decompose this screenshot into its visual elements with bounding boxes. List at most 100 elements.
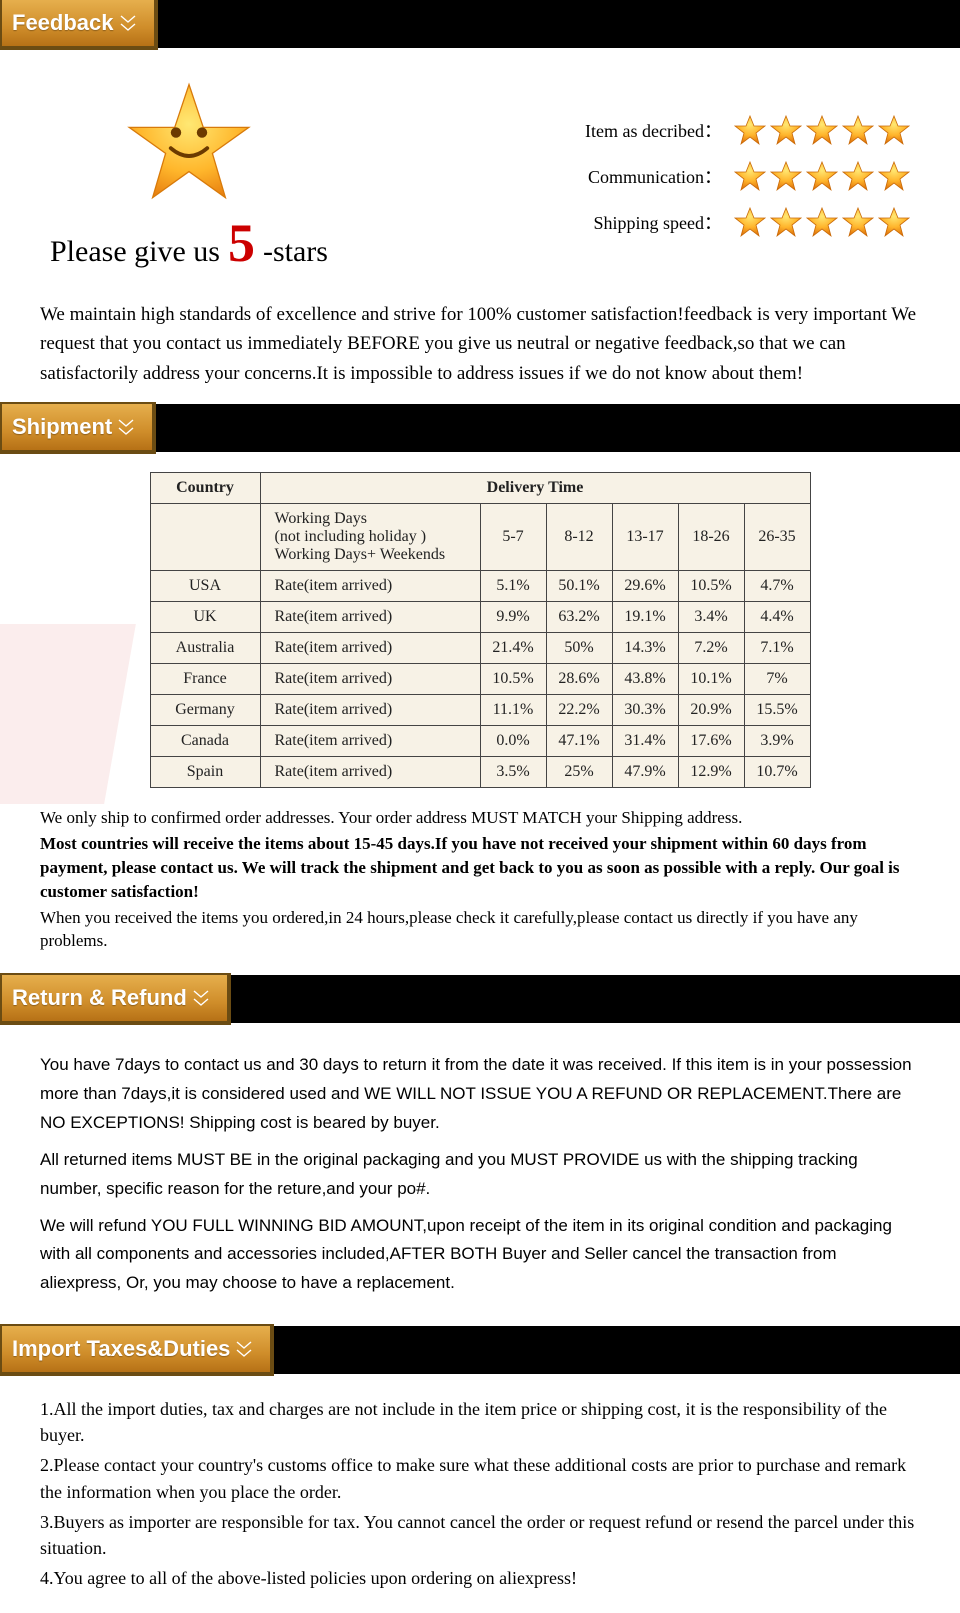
please-number: 5 <box>228 212 255 274</box>
please-give-5-stars: Please give us 5 -stars <box>50 212 328 274</box>
cell-rate: 47.9% <box>612 757 678 788</box>
chevron-down-icon <box>193 990 209 1006</box>
rating-row: Shipping speed： <box>552 206 910 238</box>
shipment-banner: Shipment <box>0 404 960 452</box>
cell-rate: 21.4% <box>480 633 546 664</box>
cell-rate: 15.5% <box>744 695 810 726</box>
please-suffix: -stars <box>263 235 328 269</box>
cell-subheader: Working Days (not including holiday ) Wo… <box>260 504 480 571</box>
cell-ratelabel: Rate(item arrived) <box>260 695 480 726</box>
cell-rate: 19.1% <box>612 602 678 633</box>
rating-star-icon <box>734 206 766 238</box>
rating-star-icon <box>842 206 874 238</box>
return-paragraph: You have 7days to contact us and 30 days… <box>40 1051 920 1138</box>
feedback-left: Please give us 5 -stars <box>50 78 328 274</box>
rating-star-icon <box>878 206 910 238</box>
cell-rate: 10.5% <box>678 571 744 602</box>
cell-rate: 3.9% <box>744 726 810 757</box>
rating-star-icon <box>842 160 874 192</box>
cell-rate: 7.1% <box>744 633 810 664</box>
feedback-tab: Feedback <box>0 0 158 50</box>
chevron-down-icon <box>236 1341 252 1357</box>
cell-rate: 12.9% <box>678 757 744 788</box>
cell-rate: 7.2% <box>678 633 744 664</box>
rating-star-icon <box>878 160 910 192</box>
return-paragraph: All returned items MUST BE in the origin… <box>40 1146 920 1204</box>
cell-rate: 3.5% <box>480 757 546 788</box>
rating-star-icon <box>878 114 910 146</box>
shipment-note: Most countries will receive the items ab… <box>40 832 920 903</box>
smiley-star-icon <box>124 78 254 208</box>
th-country: Country <box>150 473 260 504</box>
cell-rate: 50.1% <box>546 571 612 602</box>
rating-stars <box>734 114 910 146</box>
taxes-item: 1.All the import duties, tax and charges… <box>40 1396 920 1448</box>
taxes-item: 2.Please contact your country's customs … <box>40 1452 920 1504</box>
cell-rate: 11.1% <box>480 695 546 726</box>
rating-star-icon <box>806 206 838 238</box>
cell-country: France <box>150 664 260 695</box>
shipment-tab: Shipment <box>0 402 156 454</box>
cell-ratelabel: Rate(item arrived) <box>260 633 480 664</box>
cell-country: USA <box>150 571 260 602</box>
cell-rate: 31.4% <box>612 726 678 757</box>
shipment-tab-label: Shipment <box>12 414 112 440</box>
rating-label: Communication： <box>552 163 722 189</box>
return-paragraph: We will refund YOU FULL WINNING BID AMOU… <box>40 1212 920 1299</box>
cell-country: UK <box>150 602 260 633</box>
cell-rate: 10.7% <box>744 757 810 788</box>
th-delivery: Delivery Time <box>260 473 810 504</box>
rating-row: Communication： <box>552 160 910 192</box>
shipment-note: When you received the items you ordered,… <box>40 906 920 954</box>
taxes-item: 3.Buyers as importer are responsible for… <box>40 1509 920 1561</box>
cell-blank <box>150 504 260 571</box>
cell-rate: 17.6% <box>678 726 744 757</box>
rating-star-icon <box>734 114 766 146</box>
table-row: GermanyRate(item arrived)11.1%22.2%30.3%… <box>150 695 810 726</box>
cell-rate: 9.9% <box>480 602 546 633</box>
cell-ratelabel: Rate(item arrived) <box>260 757 480 788</box>
cell-rate: 63.2% <box>546 602 612 633</box>
cell-range: 18-26 <box>678 504 744 571</box>
rating-stars <box>734 206 910 238</box>
rating-label: Shipping speed： <box>552 209 722 235</box>
chevron-down-icon <box>120 15 136 31</box>
rating-star-icon <box>806 160 838 192</box>
table-row: USARate(item arrived)5.1%50.1%29.6%10.5%… <box>150 571 810 602</box>
cell-rate: 47.1% <box>546 726 612 757</box>
rating-star-icon <box>734 160 766 192</box>
rating-star-icon <box>842 114 874 146</box>
cell-rate: 30.3% <box>612 695 678 726</box>
return-tab: Return & Refund <box>0 973 231 1025</box>
cell-ratelabel: Rate(item arrived) <box>260 664 480 695</box>
cell-rate: 0.0% <box>480 726 546 757</box>
cell-rate: 29.6% <box>612 571 678 602</box>
cell-range: 13-17 <box>612 504 678 571</box>
feedback-tab-label: Feedback <box>12 10 114 36</box>
table-row: AustraliaRate(item arrived)21.4%50%14.3%… <box>150 633 810 664</box>
taxes-tab-label: Import Taxes&Duties <box>12 1336 230 1362</box>
shipment-note: We only ship to confirmed order addresse… <box>40 806 920 830</box>
cell-ratelabel: Rate(item arrived) <box>260 602 480 633</box>
please-prefix: Please give us <box>50 235 220 269</box>
cell-ratelabel: Rate(item arrived) <box>260 726 480 757</box>
taxes-banner: Import Taxes&Duties <box>0 1326 960 1374</box>
cell-rate: 50% <box>546 633 612 664</box>
cell-range: 26-35 <box>744 504 810 571</box>
rating-star-icon <box>770 206 802 238</box>
rating-row: Item as decribed： <box>552 114 910 146</box>
cell-range: 8-12 <box>546 504 612 571</box>
rating-label: Item as decribed： <box>552 117 722 143</box>
cell-rate: 20.9% <box>678 695 744 726</box>
taxes-item: 4.You agree to all of the above-listed p… <box>40 1565 920 1591</box>
return-banner: Return & Refund <box>0 975 960 1023</box>
cell-rate: 3.4% <box>678 602 744 633</box>
cell-country: Spain <box>150 757 260 788</box>
cell-country: Canada <box>150 726 260 757</box>
rating-star-icon <box>806 114 838 146</box>
rating-star-icon <box>770 114 802 146</box>
cell-ratelabel: Rate(item arrived) <box>260 571 480 602</box>
table-row: SpainRate(item arrived)3.5%25%47.9%12.9%… <box>150 757 810 788</box>
feedback-body: We maintain high standards of excellence… <box>0 284 960 404</box>
cell-rate: 4.7% <box>744 571 810 602</box>
